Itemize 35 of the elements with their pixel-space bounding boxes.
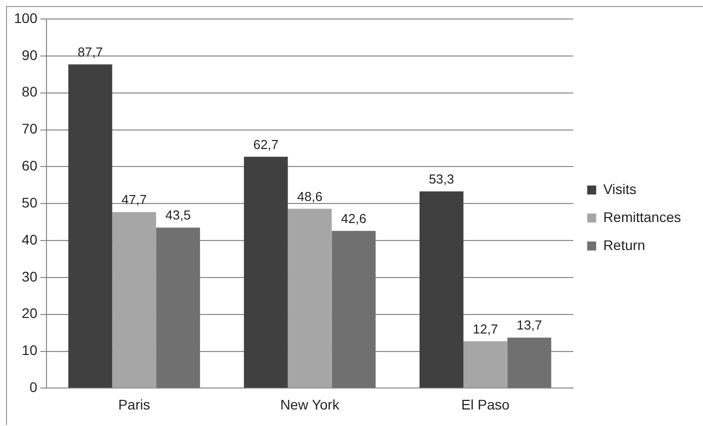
bar <box>156 228 200 388</box>
data-label: 48,6 <box>297 188 322 204</box>
y-tick-label: 100 <box>14 10 38 26</box>
bar <box>332 230 376 388</box>
y-tick-label: 90 <box>22 46 38 63</box>
data-label: 43,5 <box>165 208 191 223</box>
data-label: 13,7 <box>516 318 542 333</box>
y-tick-label: 80 <box>22 84 38 100</box>
x-tick-label: New York <box>280 396 340 412</box>
y-tick-label: 20 <box>22 305 38 322</box>
bar <box>463 341 508 388</box>
bar <box>288 208 332 388</box>
y-tick-label: 50 <box>22 194 38 210</box>
y-tick-label: 70 <box>22 120 38 137</box>
bar <box>244 156 288 388</box>
legend-label: Visits <box>603 180 636 197</box>
data-label: 87,7 <box>78 44 103 60</box>
data-label: 47,7 <box>122 192 147 208</box>
bar <box>507 338 552 388</box>
legend-label: Return <box>603 236 646 253</box>
y-tick-label: 10 <box>22 342 38 358</box>
data-label: 53,3 <box>428 171 454 186</box>
y-tick-label: 30 <box>22 268 38 284</box>
x-tick-label: El Paso <box>461 396 510 412</box>
bar <box>420 191 464 388</box>
data-label: 12,7 <box>472 321 498 336</box>
data-label: 42,6 <box>341 211 366 226</box>
bar <box>68 64 112 388</box>
y-tick-label: 0 <box>30 379 38 396</box>
y-tick-label: 60 <box>22 158 38 174</box>
x-tick-label: Paris <box>118 396 150 412</box>
y-tick-label: 40 <box>22 231 38 248</box>
legend-label: Remittances <box>603 208 682 225</box>
data-label: 62,7 <box>253 136 279 152</box>
bar <box>112 212 156 388</box>
